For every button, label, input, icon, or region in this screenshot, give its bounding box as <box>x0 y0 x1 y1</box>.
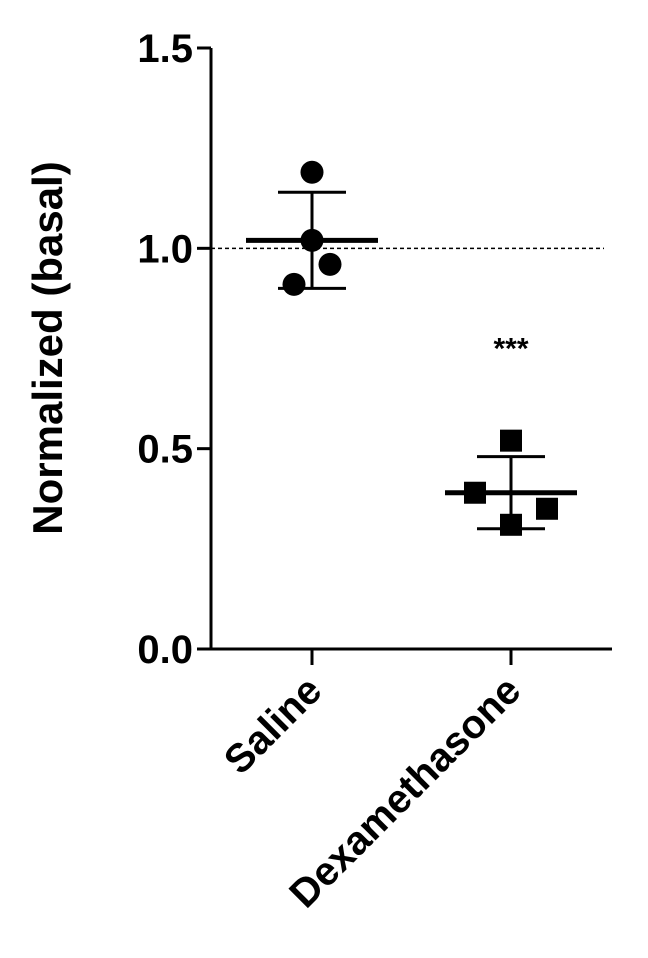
y-tick-label: 1.0 <box>137 227 193 271</box>
significance-label: *** <box>493 333 528 366</box>
data-marks <box>246 160 577 536</box>
data-point-circle <box>318 252 342 276</box>
y-tick-label: 0.0 <box>137 628 193 672</box>
y-axis-title: Normalized (basal) <box>24 161 71 534</box>
y-tick-label: 1.5 <box>137 27 193 71</box>
data-point-square <box>500 513 522 536</box>
data-point-square <box>536 497 558 520</box>
x-category-label: Saline <box>216 668 330 782</box>
data-point-circle <box>282 272 306 296</box>
data-point-square <box>500 429 522 452</box>
series-saline <box>246 160 378 296</box>
series-dexamethasone <box>445 429 577 536</box>
annotations: *** <box>493 333 528 366</box>
data-point-circle <box>300 228 324 252</box>
y-tick-label: 0.5 <box>137 428 193 472</box>
data-point-square <box>464 481 486 504</box>
y-axis: 0.0 0.5 1.0 1.5 <box>137 27 213 672</box>
data-point-circle <box>300 160 324 184</box>
